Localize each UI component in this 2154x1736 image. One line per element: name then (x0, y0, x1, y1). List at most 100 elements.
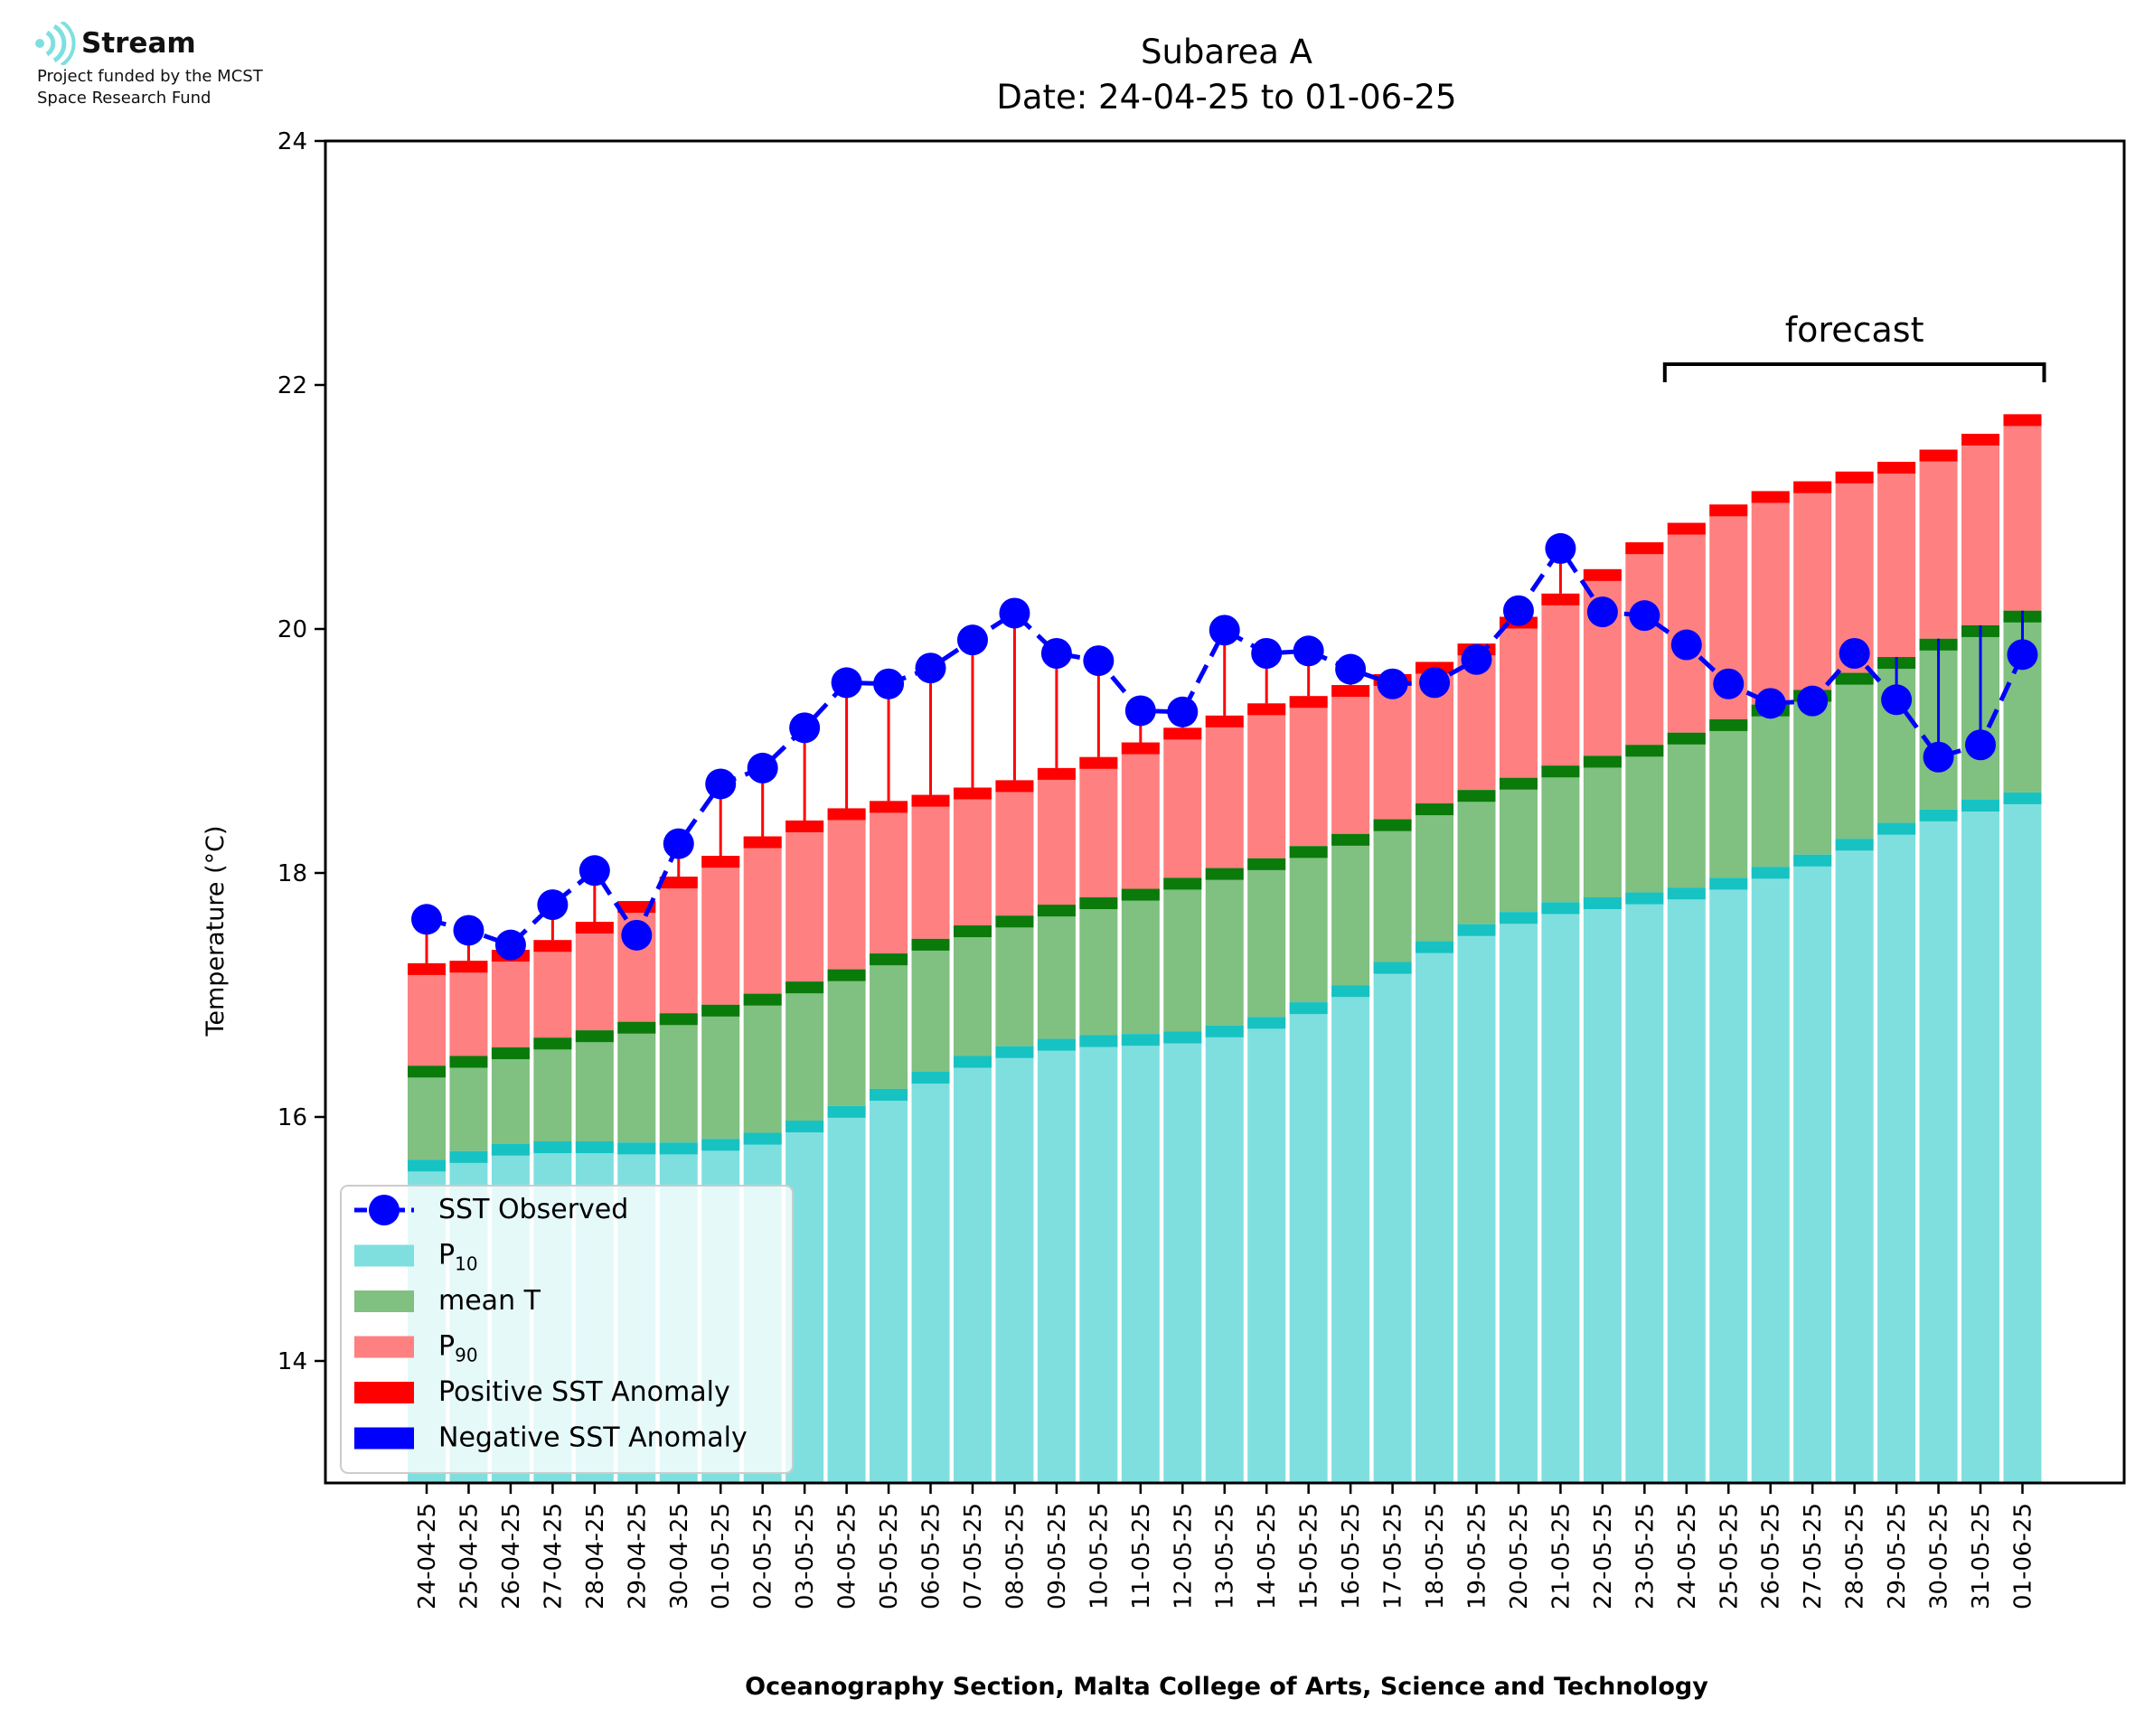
observed-sst-point (1797, 685, 1829, 717)
observed-sst-point (1209, 615, 1240, 646)
p90-bar (911, 794, 950, 939)
observed-sst-point (411, 904, 442, 935)
p10-bar (1416, 941, 1454, 1483)
mean-bar (743, 993, 782, 1133)
p10-cap (1163, 1031, 1202, 1044)
p90-bar (1247, 703, 1286, 859)
mean-bar (1163, 877, 1202, 1032)
x-tick-label: 02-05-25 (750, 1503, 777, 1609)
p90-cap (1331, 685, 1370, 698)
p10-cap (1751, 867, 1790, 879)
mean-bar (1709, 718, 1748, 878)
mean-bar (575, 1030, 614, 1141)
mean-cap (659, 1013, 698, 1026)
x-tick-label: 07-05-25 (960, 1503, 987, 1609)
x-tick-label: 21-05-25 (1547, 1503, 1575, 1609)
p10-bar (1709, 877, 1748, 1483)
mean-cap (491, 1047, 530, 1060)
p10-bar (911, 1072, 950, 1483)
observed-sst-point (956, 624, 988, 656)
p90-bar (533, 940, 572, 1038)
p10-bar (1373, 962, 1412, 1483)
mean-bar (1079, 897, 1118, 1036)
x-tick-label: 18-05-25 (1422, 1503, 1449, 1609)
p10-cap (1037, 1038, 1076, 1051)
y-tick-label: 18 (277, 860, 307, 887)
p10-cap (1331, 985, 1370, 998)
p90-cap (2003, 414, 2042, 427)
x-tick-label: 11-05-25 (1128, 1503, 1155, 1609)
mean-cap (1037, 905, 1076, 917)
x-tick-label: 30-04-25 (666, 1503, 693, 1609)
y-tick-label: 20 (277, 616, 307, 643)
p90-cap (701, 856, 740, 868)
mean-cap (1331, 833, 1370, 846)
forecast-bracket-line (1662, 362, 2046, 382)
observed-sst-point (2007, 639, 2038, 671)
p10-bar (995, 1046, 1034, 1483)
x-axis-footer: Oceanography Section, Malta College of A… (745, 1673, 1708, 1701)
mean-cap (617, 1021, 656, 1034)
p10-cap (1416, 941, 1454, 953)
mean-bar (1289, 846, 1328, 1003)
p90-bar (870, 801, 908, 954)
mean-bar (1037, 905, 1076, 1039)
mean-bar (659, 1013, 698, 1143)
legend-label: P10 (438, 1240, 478, 1275)
p90-cap (1667, 522, 1706, 535)
mean-bar (1331, 833, 1370, 986)
p10-cap (659, 1142, 698, 1155)
observed-sst-point (1629, 600, 1660, 632)
x-tick-label: 22-05-25 (1590, 1503, 1617, 1609)
p90-cap (1709, 504, 1748, 517)
p90-cap (1121, 742, 1160, 755)
p10-cap (1121, 1034, 1160, 1046)
p90-bar (491, 950, 530, 1048)
p10-bar (953, 1056, 992, 1483)
p90-bar (1163, 727, 1202, 878)
mean-bar (1625, 745, 1664, 893)
p90-bar (1037, 767, 1076, 906)
p90-bar (617, 901, 656, 1022)
logo-funding-line-2: Space Research Fund (37, 89, 212, 108)
chart-subtitle: Date: 24-04-25 to 01-06-25 (996, 78, 1456, 117)
p90-bar (1961, 434, 2000, 625)
p90-bar (953, 787, 992, 926)
mean-bar (995, 915, 1034, 1046)
p10-cap (617, 1142, 656, 1155)
observed-sst-point (663, 828, 694, 859)
observed-sst-point (578, 855, 610, 887)
x-tick-label: 09-05-25 (1044, 1503, 1071, 1609)
mean-cap (785, 981, 824, 994)
p90-bar (449, 961, 488, 1056)
p10-bar (1919, 809, 1958, 1483)
x-tick-label: 23-05-25 (1632, 1503, 1659, 1609)
p90-bar (1541, 593, 1580, 766)
x-tick-label: 20-05-25 (1506, 1503, 1533, 1609)
p90-bar (575, 922, 614, 1031)
mean-bar (1416, 803, 1454, 942)
mean-cap (408, 1065, 446, 1078)
p90-cap (1037, 767, 1076, 780)
mean-cap (1835, 672, 1874, 685)
mean-cap (533, 1037, 572, 1050)
x-tick-label: 27-05-25 (1800, 1503, 1827, 1609)
p90-bar (1625, 542, 1664, 746)
p10-cap (1457, 924, 1496, 936)
mean-bar (1205, 868, 1244, 1026)
p10-cap (995, 1046, 1034, 1058)
observed-sst-point (1670, 629, 1702, 661)
p90-bar (1499, 616, 1538, 778)
observed-sst-point (1461, 643, 1492, 675)
observed-sst-point (705, 768, 737, 800)
x-tick-label: 24-05-25 (1674, 1503, 1701, 1609)
p10-cap (533, 1141, 572, 1153)
p10-cap (1541, 902, 1580, 915)
p10-cap (1877, 822, 1916, 835)
mean-bar (1583, 755, 1622, 897)
p90-bar (1751, 491, 1790, 705)
anomaly-lines-layer (425, 548, 2024, 963)
mean-bar (1541, 765, 1580, 903)
mean-bar (1373, 819, 1412, 962)
p90-cap (1079, 756, 1118, 769)
